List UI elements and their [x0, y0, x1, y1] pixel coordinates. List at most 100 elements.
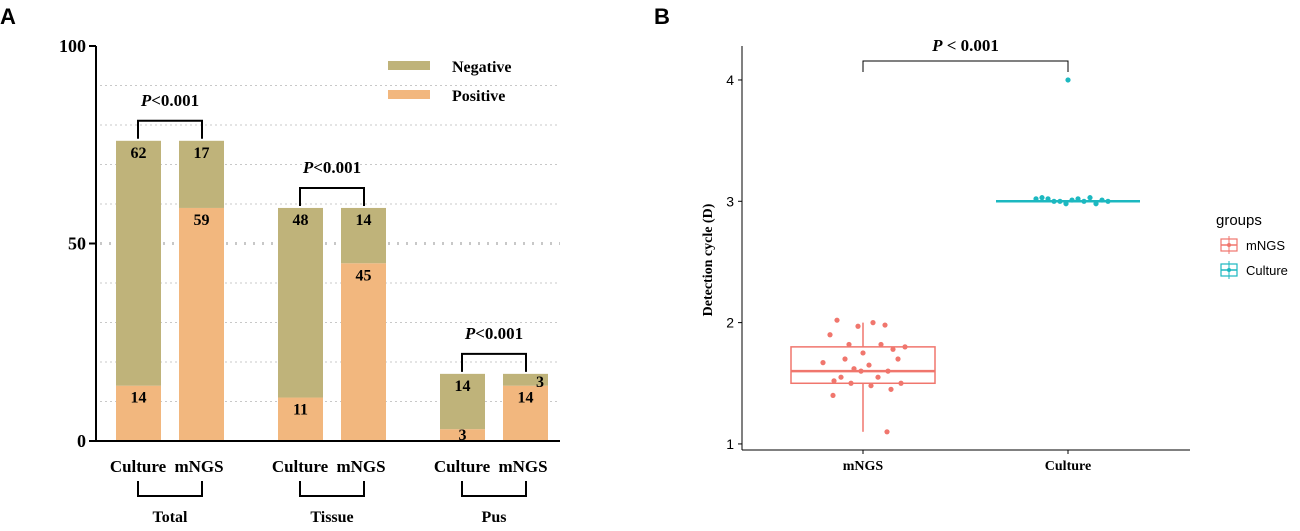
- data-point: [842, 356, 848, 362]
- legend-key-point: [1227, 243, 1231, 247]
- p-value-label: P < 0.001: [931, 36, 999, 55]
- value-label-negative: 17: [194, 145, 210, 162]
- y-ticks: 0 50 100: [59, 36, 96, 451]
- bar-negative: [179, 140, 224, 208]
- bar-positive: [440, 429, 485, 441]
- bar-negative: [341, 207, 386, 264]
- data-point: [885, 368, 891, 374]
- legend-key-point: [1227, 268, 1231, 272]
- p-values: P<0.001 P<0.001 P<0.001: [137, 91, 527, 372]
- x-ticks: mNGS Culture: [843, 450, 1091, 474]
- value-label-positive: 14: [518, 390, 534, 407]
- value-label-positive: 59: [194, 212, 210, 229]
- x-tick-label: Culture: [1045, 459, 1091, 474]
- group-label: Pus: [482, 509, 507, 526]
- data-point: [895, 356, 901, 362]
- data-point: [1093, 201, 1099, 207]
- boxes: [790, 200, 1140, 432]
- data-point: [834, 317, 840, 323]
- group-brackets: Total Tissue Pus: [137, 481, 527, 526]
- stacked-bar-chart: 0 50 100 62 14 Culture 17 59 mNGS 48 11 Culture 14 4…: [59, 36, 560, 526]
- value-label-negative: 14: [455, 378, 471, 395]
- panel-label-a: A: [0, 4, 16, 29]
- group-bracket: [461, 481, 527, 497]
- data-point: [1045, 196, 1051, 202]
- data-point: [820, 360, 826, 366]
- legend-swatch: [388, 90, 430, 99]
- data-point: [870, 320, 876, 326]
- value-label-negative: 62: [131, 145, 147, 162]
- grid-lines: [100, 85, 560, 402]
- data-point: [1105, 198, 1111, 204]
- data-point: [851, 366, 857, 372]
- y-axis-label: Detection cycle (D): [701, 203, 716, 316]
- y-tick-label: 50: [68, 234, 86, 254]
- data-point: [866, 362, 872, 368]
- data-point: [1075, 196, 1081, 202]
- x-tick-label: Culture: [434, 457, 491, 476]
- group-bracket: [137, 481, 203, 497]
- data-point: [848, 380, 854, 386]
- legend-swatch: [388, 61, 430, 70]
- legend-label: mNGS: [1246, 238, 1285, 253]
- data-point: [838, 374, 844, 380]
- data-point: [1099, 197, 1105, 203]
- bar-positive: [503, 385, 548, 441]
- bar-positive: [179, 207, 224, 441]
- data-point: [888, 386, 894, 392]
- group-bracket: [299, 481, 365, 497]
- significance-bracket: [461, 352, 527, 372]
- data-point: [831, 378, 837, 384]
- bar-negative: [440, 373, 485, 430]
- data-point: [1065, 77, 1071, 83]
- bar-negative: [503, 373, 548, 386]
- data-point: [868, 383, 874, 389]
- y-tick-label: 0: [77, 431, 86, 451]
- data-point: [902, 344, 908, 350]
- p-value-label: P<0.001: [140, 91, 199, 110]
- x-tick-label: Culture: [272, 457, 329, 476]
- bar-negative: [278, 207, 323, 398]
- group-label: Total: [153, 509, 189, 526]
- p-value-label: P<0.001: [464, 324, 523, 343]
- data-point: [846, 341, 852, 348]
- value-label-positive: 3: [459, 427, 467, 444]
- legend-label: Culture: [1246, 263, 1288, 278]
- data-point: [858, 368, 864, 374]
- box-iqr: [790, 346, 936, 385]
- p-value-label: P<0.001: [302, 158, 361, 177]
- value-label-positive: 45: [356, 267, 372, 284]
- bar-positive: [116, 385, 161, 441]
- data-point: [830, 392, 836, 399]
- data-point: [1033, 196, 1039, 202]
- data-point: [1087, 195, 1093, 201]
- box-plot: 1 2 3 4 mNGS Culture P < 0.001 Detection cyc…: [701, 36, 1288, 474]
- y-tick-label: 100: [59, 36, 86, 56]
- data-point: [878, 341, 884, 348]
- data-point: [855, 323, 861, 329]
- x-tick-label: Culture: [110, 457, 167, 476]
- y-tick-label: 3: [726, 193, 734, 209]
- bar-labels: 62 14 Culture 17 59 mNGS 48 11 Culture 14 45 mNGS 14…: [110, 145, 548, 476]
- bars: [116, 140, 548, 441]
- y-ticks: 1 2 3 4: [726, 72, 742, 452]
- value-label-negative: 14: [356, 212, 372, 229]
- bar-positive: [341, 263, 386, 441]
- panel-label-b: B: [654, 4, 670, 29]
- significance-bracket: [862, 60, 1069, 72]
- value-label-negative: 48: [293, 212, 309, 229]
- data-point: [898, 380, 904, 386]
- x-tick-label: mNGS: [174, 457, 223, 476]
- data-point: [884, 429, 890, 435]
- x-tick-label: mNGS: [843, 459, 884, 474]
- legend: groups mNGS Culture: [1216, 212, 1288, 279]
- bar-negative: [116, 140, 161, 386]
- legend-label: Negative: [452, 59, 512, 76]
- value-label-positive: 14: [131, 390, 147, 407]
- value-label-negative: 3: [536, 374, 544, 391]
- legend-title: groups: [1216, 212, 1262, 229]
- y-tick-label: 2: [726, 315, 734, 331]
- y-tick-label: 1: [726, 436, 734, 452]
- significance-bracket: [299, 186, 365, 206]
